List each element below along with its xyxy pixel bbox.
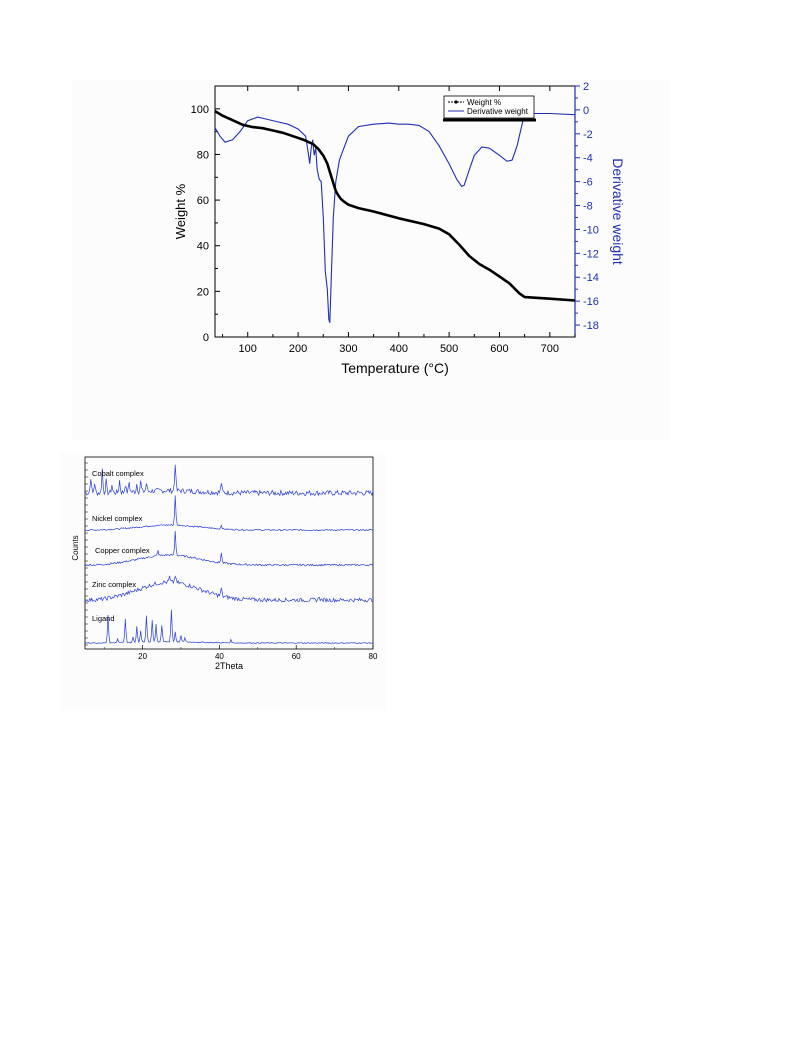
y-tick-label: 0 (203, 332, 209, 344)
xrd-series-line-ligand (84, 609, 374, 644)
y-tick-label: 40 (197, 241, 209, 253)
xrd-series-line-nickel-complex (84, 495, 373, 532)
xrd-series-line-zinc-complex (84, 575, 374, 604)
xrd-series-line-copper-complex (84, 530, 374, 567)
y2-tick-label: 2 (583, 81, 589, 93)
legend: Weight %Derivative weight (443, 95, 536, 122)
y2-tick-label: -12 (583, 248, 599, 260)
x-tick-label: 700 (541, 343, 559, 355)
xrd-series-line-cobalt-complex (84, 464, 374, 497)
xrd-x-tick-label: 40 (215, 652, 224, 661)
y2-axis-title: Derivative weight (610, 158, 626, 265)
y2-tick-label: -4 (583, 153, 593, 165)
xrd-series-label: Zinc complex (92, 580, 136, 589)
x-tick-label: 300 (339, 343, 357, 355)
x-tick-label: 500 (440, 343, 458, 355)
y2-tick-label: -8 (583, 201, 593, 213)
xrd-series-label: Cobalt complex (92, 469, 144, 478)
y-tick-label: 100 (191, 104, 209, 116)
xrd-series-label: Copper complex (95, 546, 150, 555)
y-axis-title: Weight % (173, 183, 188, 239)
y-tick-label: 60 (197, 195, 209, 207)
y2-tick-label: 0 (583, 105, 589, 117)
xrd-x-axis-title: 2Theta (215, 661, 243, 671)
series-line-weight (214, 109, 576, 302)
x-tick-label: 600 (490, 343, 508, 355)
xrd-x-tick-label: 80 (369, 652, 378, 661)
tga-chart: 100 200 300 400 500 600 70002040608010020-2-4-… (173, 81, 626, 376)
y-tick-label: 80 (197, 149, 209, 161)
xrd-chart: 20 40 60 80 2Theta Counts Cobalt complex Nickel… (71, 456, 378, 671)
xrd-x-tick-label: 20 (138, 652, 147, 661)
legend-box (443, 95, 535, 119)
y2-tick-label: -2 (583, 129, 593, 141)
xrd-plot-frame (84, 456, 374, 650)
y2-tick-label: -14 (583, 272, 599, 284)
legend-label-weight: Weight % (467, 98, 501, 107)
xrd-y-axis-title: Counts (71, 535, 80, 560)
x-tick-label: 200 (289, 343, 307, 355)
legend-label-derivative: Derivative weight (467, 107, 529, 116)
xrd-x-tick-label: 60 (292, 652, 301, 661)
y2-tick-label: -10 (583, 224, 599, 236)
y2-tick-label: -18 (583, 320, 599, 332)
y2-tick-label: -6 (583, 177, 593, 189)
x-tick-label: 100 (239, 343, 257, 355)
x-axis-title: Temperature (°C) (341, 360, 449, 376)
x-tick-label: 400 (390, 343, 408, 355)
xrd-series-label: Nickel complex (92, 514, 143, 523)
y-tick-label: 20 (197, 286, 209, 298)
xrd-chart-panel: 20 40 60 80 2Theta Counts Cobalt complex Nickel… (60, 453, 386, 711)
y2-tick-label: -16 (583, 296, 599, 308)
legend-marker-weight (454, 100, 458, 104)
tga-chart-panel: 100 200 300 400 500 600 700 0 20 40 60 80 100 2 0 -2 -4-… (72, 80, 670, 440)
series-line-derivative-weight (214, 112, 576, 323)
xrd-series-label: Ligand (92, 614, 115, 623)
